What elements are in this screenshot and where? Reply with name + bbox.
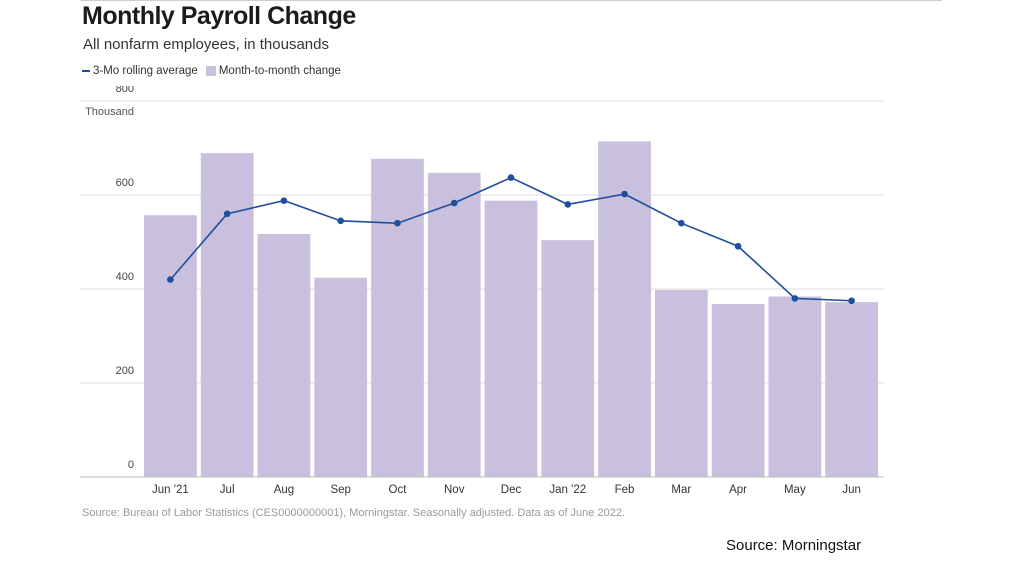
rolling-average-point [167, 276, 174, 283]
y-tick-label: 600 [116, 177, 134, 189]
legend-item-line: 3-Mo rolling average [82, 65, 198, 77]
x-tick-label: Mar [671, 484, 691, 496]
x-tick-label: Jul [220, 484, 235, 496]
rolling-average-point [280, 197, 288, 204]
rolling-average-point [394, 219, 401, 227]
chart-title: Monthly Payroll Change [82, 2, 356, 30]
chart-subtitle: All nonfarm employees, in thousands [83, 36, 329, 53]
rolling-average-point [734, 242, 742, 250]
x-tick-label: Apr [729, 484, 747, 496]
bar [711, 304, 765, 477]
x-tick-label: Oct [389, 484, 408, 496]
bar [427, 172, 481, 477]
bar [825, 302, 878, 477]
legend-item-bar: Month-to-month change [205, 65, 341, 77]
bar [541, 240, 595, 477]
x-tick-label: Jun '21 [152, 484, 189, 496]
legend-line-swatch [82, 70, 90, 72]
bar [768, 296, 822, 477]
legend: 3-Mo rolling average Month-to-month chan… [82, 65, 349, 77]
payroll-chart: 0 200 400 600 800 Thousand Jun '21 Jul Aug Sep Oct… [80, 86, 884, 496]
rolling-average-point [621, 190, 628, 198]
legend-line-label: 3-Mo rolling average [93, 65, 198, 77]
y-tick-label: 200 [116, 365, 134, 377]
x-tick-label: Feb [615, 484, 635, 496]
footer-note: Source: Bureau of Labor Statistics (CES0… [82, 507, 625, 519]
rolling-average-point [678, 219, 685, 227]
rolling-average-point [337, 217, 344, 225]
y-axis-label: Thousand [85, 106, 134, 118]
bar [654, 289, 708, 477]
x-tick-label: Sep [330, 484, 350, 496]
x-tick-label: May [784, 484, 806, 496]
y-tick-label: 0 [128, 459, 134, 471]
top-rule [80, 0, 942, 1]
rolling-average-point [450, 199, 458, 207]
x-tick-label: Jun [842, 484, 861, 496]
bar [371, 158, 424, 477]
rolling-average-point [564, 201, 572, 208]
x-tick-label: Jan '22 [549, 484, 586, 496]
bar [484, 200, 538, 477]
bar [144, 215, 197, 477]
bar [314, 277, 368, 477]
legend-bar-swatch [205, 66, 216, 76]
rolling-average-point [507, 174, 515, 181]
rolling-average-point [791, 295, 799, 302]
rolling-average-point [848, 297, 855, 305]
legend-bar-label: Month-to-month change [218, 65, 341, 77]
x-tick-label: Dec [501, 484, 522, 496]
y-tick-label: 800 [116, 86, 134, 95]
source-label: Source: Morningstar [726, 537, 862, 554]
rolling-average-point [223, 210, 231, 218]
x-tick-label: Aug [274, 484, 294, 496]
bar [257, 234, 311, 477]
bar [200, 153, 254, 478]
x-tick-label: Nov [444, 484, 465, 496]
y-tick-label: 400 [116, 271, 134, 283]
